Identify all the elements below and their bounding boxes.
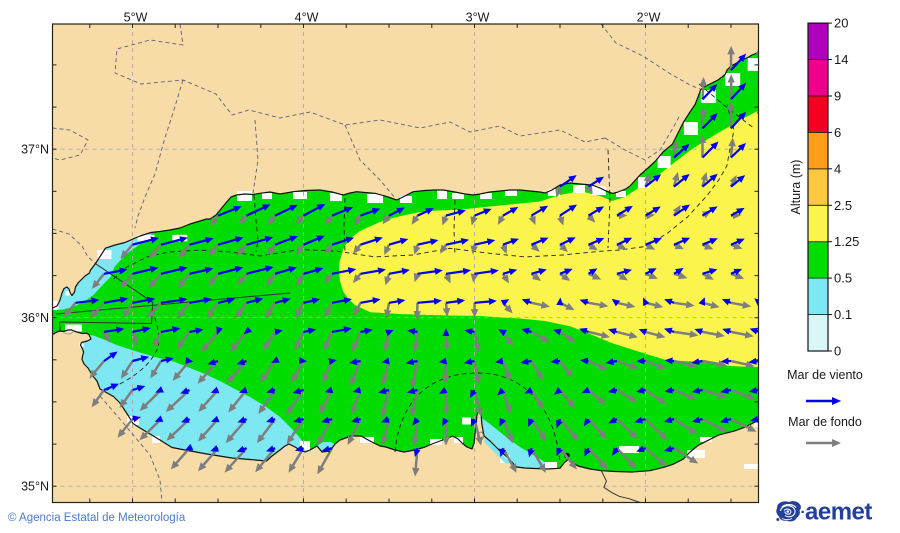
svg-text:37°N: 37°N <box>21 143 49 157</box>
svg-text:20: 20 <box>834 16 848 31</box>
svg-text:Mar de fondo: Mar de fondo <box>788 415 862 429</box>
svg-text:3°W: 3°W <box>466 11 490 25</box>
svg-text:36°N: 36°N <box>21 311 49 325</box>
svg-text:aemet: aemet <box>805 499 872 526</box>
svg-text:1.25: 1.25 <box>834 234 859 249</box>
svg-text:Mar de viento: Mar de viento <box>787 368 863 382</box>
svg-text:6: 6 <box>834 125 841 140</box>
svg-text:9: 9 <box>834 89 841 104</box>
svg-text:2°W: 2°W <box>637 11 661 25</box>
svg-text:5°W: 5°W <box>124 11 148 25</box>
svg-text:0.1: 0.1 <box>834 307 852 322</box>
svg-text:0: 0 <box>834 344 841 359</box>
svg-text:4°W: 4°W <box>295 11 319 25</box>
svg-text:Altura (m): Altura (m) <box>789 160 803 215</box>
svg-text:35°N: 35°N <box>21 480 49 494</box>
svg-text:© Agencia Estatal de Meteorolo: © Agencia Estatal de Meteorología <box>8 512 186 524</box>
svg-text:2.5: 2.5 <box>834 198 852 213</box>
svg-text:14: 14 <box>834 52 848 67</box>
svg-text:4: 4 <box>834 161 841 176</box>
svg-text:0.5: 0.5 <box>834 271 852 286</box>
